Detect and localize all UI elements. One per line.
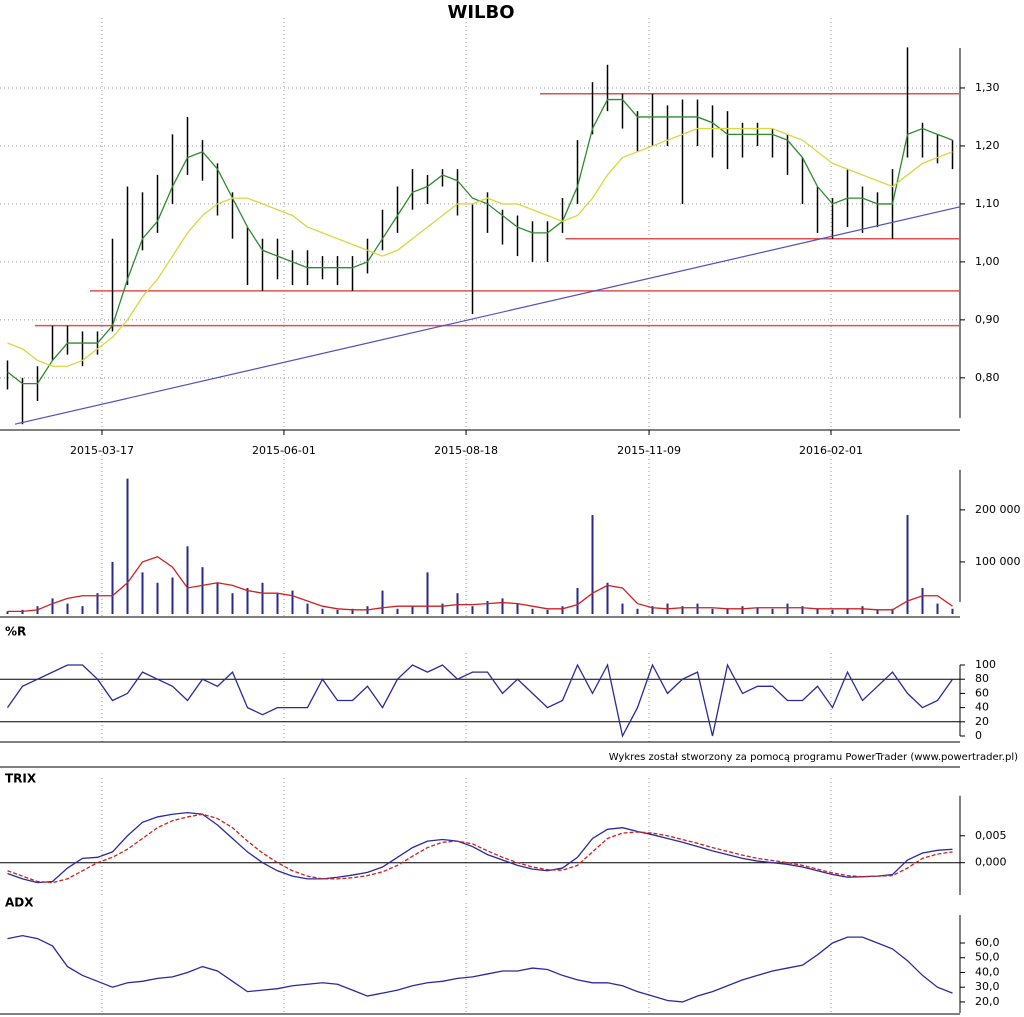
bar [111, 561, 114, 614]
line [6, 663, 954, 738]
bar [516, 603, 519, 614]
bar [456, 593, 459, 614]
y-tick-label: 0 [975, 729, 982, 742]
bar [246, 587, 249, 614]
bar [831, 609, 834, 614]
bar [426, 572, 429, 614]
bar [651, 606, 654, 614]
bar [441, 603, 444, 614]
bar [201, 567, 204, 614]
y-tick-label: 50,0 [975, 951, 1000, 964]
line [7, 556, 953, 613]
bar [96, 593, 99, 614]
bar [681, 606, 684, 614]
y-tick-label: 40 [975, 701, 989, 714]
panel-title: TRIX [5, 772, 37, 786]
bar [936, 603, 939, 614]
bar [531, 608, 534, 614]
y-tick-label: 1,20 [975, 139, 1000, 152]
bar [51, 598, 54, 614]
y-tick-label: 20,0 [975, 995, 1000, 1008]
bar [876, 609, 879, 614]
bar [261, 582, 264, 614]
bar [486, 600, 489, 614]
bar [576, 587, 579, 614]
x-tick-label: 2015-11-09 [617, 444, 681, 457]
trend-line [14, 206, 961, 425]
bar [231, 593, 234, 614]
chart-title: WILBO [447, 2, 514, 23]
y-tick-label: 1,10 [975, 197, 1000, 210]
x-tick-label: 2016-02-01 [799, 444, 863, 457]
bar [786, 603, 789, 614]
bar [891, 608, 894, 614]
y-tick-label: 80 [975, 672, 989, 685]
y-tick-label: 20 [975, 715, 989, 728]
bar [6, 611, 9, 614]
y-tick-label: 1,30 [975, 81, 1000, 94]
bar [396, 608, 399, 614]
y-tick-label: 60,0 [975, 936, 1000, 949]
bar [546, 609, 549, 614]
bar [906, 515, 909, 614]
line [7, 934, 953, 1003]
y-tick-label: 30,0 [975, 980, 1000, 993]
line [7, 127, 953, 367]
y-tick-label: 60 [975, 686, 989, 699]
bar [321, 608, 324, 614]
x-tick-label: 2015-06-01 [252, 444, 316, 457]
bar [771, 608, 774, 614]
line [7, 811, 953, 884]
y-tick-label: 0,005 [975, 829, 1007, 842]
panel-title: ADX [5, 896, 34, 910]
bar [126, 478, 129, 614]
bar [471, 606, 474, 614]
bar [411, 606, 414, 614]
y-tick-label: 0,000 [975, 856, 1007, 869]
bar [336, 609, 339, 614]
bar [921, 587, 924, 614]
bar [381, 590, 384, 614]
bar [306, 603, 309, 614]
bar [276, 593, 279, 614]
panel-title: %R [5, 625, 26, 639]
footer-note: Wykres został stworzony za pomocą progra… [609, 752, 1018, 763]
y-tick-label: 40,0 [975, 965, 1000, 978]
bar [141, 572, 144, 614]
y-tick-label: 0,80 [975, 371, 1000, 384]
bar [171, 577, 174, 614]
bar [156, 582, 159, 614]
bar [816, 608, 819, 614]
x-tick-label: 2015-03-17 [70, 444, 134, 457]
bar [636, 608, 639, 614]
bar [801, 606, 804, 614]
bar [726, 608, 729, 614]
bar [81, 606, 84, 614]
bar [621, 603, 624, 614]
bar [741, 606, 744, 614]
bar [591, 515, 594, 614]
y-tick-label: 100 [975, 658, 996, 671]
y-tick-label: 0,90 [975, 313, 1000, 326]
bar [951, 608, 954, 614]
bar [561, 606, 564, 614]
y-tick-label: 100 000 [975, 555, 1021, 568]
line [7, 813, 953, 884]
y-tick-label: 200 000 [975, 503, 1021, 516]
bar [711, 608, 714, 614]
y-tick-label: 1,00 [975, 255, 1000, 268]
bar [501, 598, 504, 614]
bar [861, 606, 864, 614]
bar [291, 590, 294, 614]
bar [216, 582, 219, 614]
bar [696, 603, 699, 614]
bar [606, 582, 609, 614]
bar [66, 603, 69, 614]
bar [846, 608, 849, 614]
bar [186, 546, 189, 614]
bar [351, 608, 354, 614]
bar [756, 607, 759, 614]
x-tick-label: 2015-08-18 [434, 444, 498, 457]
